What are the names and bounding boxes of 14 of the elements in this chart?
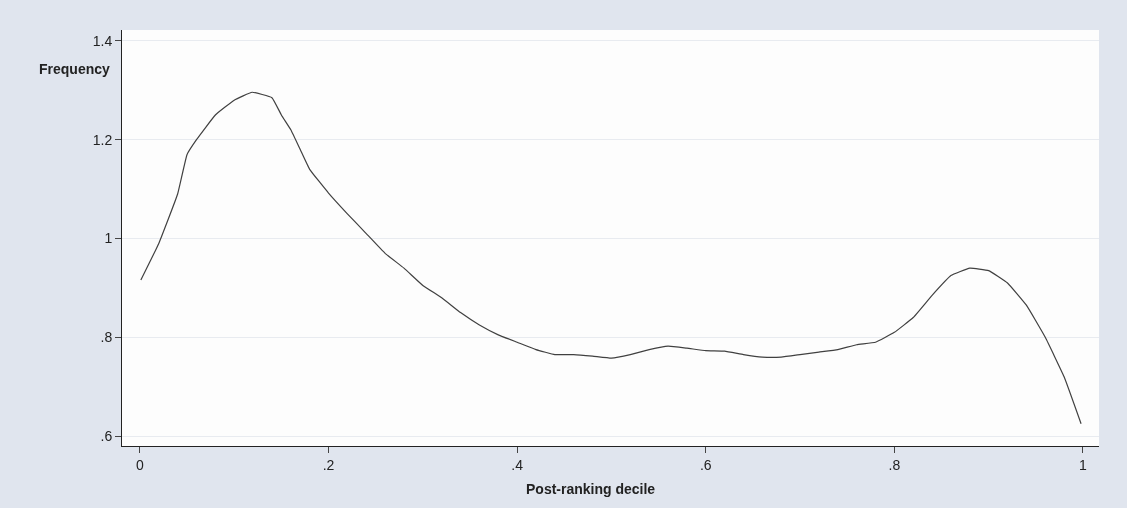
x-tick-label: .8 [888, 456, 901, 473]
x-tick-label: .4 [511, 456, 524, 473]
x-tick-label: .6 [699, 456, 712, 473]
x-tick-label: 1 [1079, 456, 1088, 473]
y-tick-label: .6 [100, 428, 113, 445]
x-tick-label: .2 [322, 456, 335, 473]
y-axis-title: Frequency [39, 61, 111, 77]
y-tick-label: .8 [100, 329, 113, 346]
x-axis-title: Post-ranking decile [526, 481, 656, 497]
x-tick-label: 0 [136, 456, 145, 473]
y-tick-label: 1 [104, 230, 113, 247]
y-tick-label: 1.4 [92, 32, 113, 49]
line-series [140, 91, 1082, 425]
y-tick-label: 1.2 [92, 131, 113, 148]
